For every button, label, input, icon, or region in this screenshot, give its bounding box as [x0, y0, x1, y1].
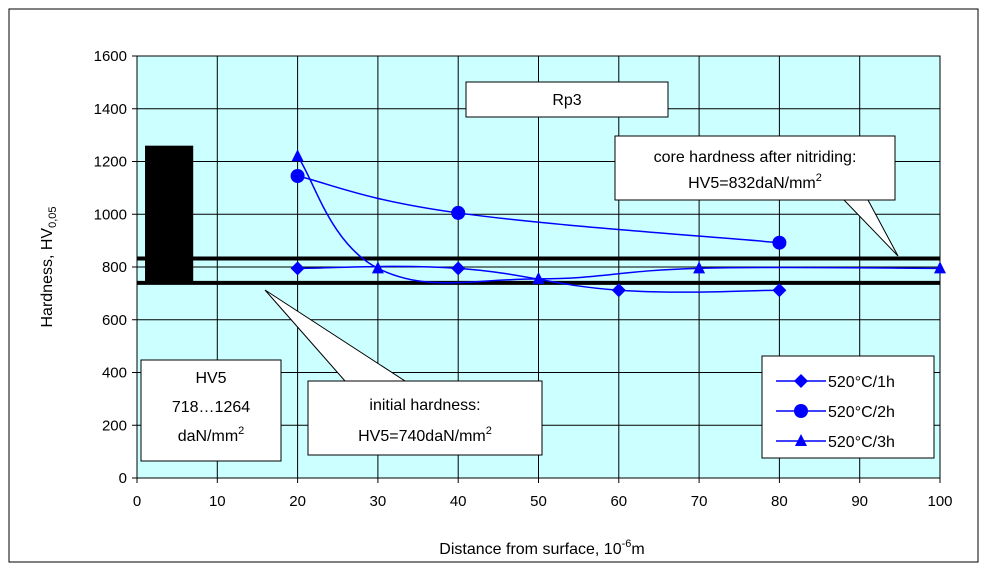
x-tick-label: 100: [927, 493, 952, 510]
series-2-point: [772, 235, 787, 250]
initial-hardness-line1: initial hardness:: [369, 397, 480, 414]
legend-label-3: 520°C/3h: [828, 434, 895, 451]
y-axis-ticks: 0 200 400 600 800 1000 1200 1400 1600: [94, 48, 137, 487]
range-box: [140, 359, 282, 462]
initial-hardness-value: HV5=740daN/mm: [358, 428, 486, 445]
x-tick-label: 10: [209, 493, 226, 510]
range-unit: daN/mm: [178, 428, 238, 445]
x-tick-label: 0: [133, 493, 141, 510]
range-line1: HV5: [195, 370, 226, 387]
series-line-2: [297, 175, 780, 244]
series-3-point: [371, 261, 384, 274]
legend-marker-2: [794, 404, 808, 418]
series-line-3: [296, 155, 941, 284]
legend-marker-1: [794, 374, 808, 388]
y-tick-label: 0: [119, 470, 127, 487]
y-tick-label: 1600: [94, 48, 127, 65]
series-1-point: [611, 283, 626, 298]
y-axis-title: Hardness, HV0,05: [39, 206, 59, 327]
rp3-label: Rp3: [552, 92, 581, 109]
x-tick-label: 60: [610, 493, 627, 510]
range-line2: 718…1264: [172, 399, 250, 416]
legend-marker-3: [795, 434, 807, 446]
series-3-point: [693, 261, 706, 274]
series-3-point: [934, 261, 946, 274]
data-series: [290, 149, 946, 298]
y-tick-label: 400: [102, 365, 127, 382]
x-tick-label: 70: [691, 493, 708, 510]
series-1-point: [290, 261, 305, 276]
x-tick-label: 40: [450, 493, 467, 510]
legend-label-1: 520°C/1h: [828, 374, 895, 391]
range-line3: daN/mm2: [178, 425, 245, 445]
y-tick-label: 800: [102, 259, 127, 276]
series-1-point: [772, 283, 787, 298]
x-axis-title-sup: -6: [622, 538, 632, 550]
y-tick-label: 1400: [94, 101, 127, 118]
range-sup: 2: [238, 425, 244, 437]
initial-hardness-sup: 2: [486, 425, 492, 437]
hardness-range-bar: [145, 145, 194, 283]
series-2-point: [451, 205, 466, 220]
x-tick-label: 80: [771, 493, 788, 510]
series-3-point: [291, 149, 304, 162]
y-tick-label: 200: [102, 417, 127, 434]
core-hardness-value: HV5=832daN/mm: [688, 175, 816, 192]
initial-hardness-box: [307, 380, 543, 456]
y-tick-label: 1200: [94, 154, 127, 171]
x-tick-label: 90: [851, 493, 868, 510]
y-axis-title-main: Hardness, HV: [39, 228, 56, 328]
x-tick-label: 30: [370, 493, 387, 510]
series-1-point: [451, 261, 466, 276]
core-hardness-line1: core hardness after nitriding:: [654, 149, 857, 166]
series-3-point: [532, 271, 545, 284]
rp3-box: [465, 81, 669, 118]
x-tick-label: 20: [289, 493, 306, 510]
core-hardness-box: [614, 135, 896, 201]
y-tick-label: 1000: [94, 206, 127, 223]
y-tick-label: 600: [102, 312, 127, 329]
core-hardness-sup: 2: [816, 172, 822, 184]
y-axis-title-sub: 0,05: [47, 206, 59, 227]
x-tick-label: 50: [530, 493, 547, 510]
x-axis-title: Distance from surface, 10-6m: [439, 538, 644, 558]
initial-hardness-line2: HV5=740daN/mm2: [358, 425, 492, 445]
legend: 520°C/1h 520°C/2h 520°C/3h: [776, 374, 895, 451]
x-axis-title-main: Distance from surface, 10: [439, 541, 621, 558]
x-axis-ticks: 0 10 20 30 40 50 60 70 80 90 100: [133, 478, 953, 510]
x-axis-title-tail: m: [631, 541, 644, 558]
core-hardness-line2: HV5=832daN/mm2: [688, 172, 822, 192]
legend-label-2: 520°C/2h: [828, 404, 895, 421]
series-2-point: [290, 169, 305, 184]
